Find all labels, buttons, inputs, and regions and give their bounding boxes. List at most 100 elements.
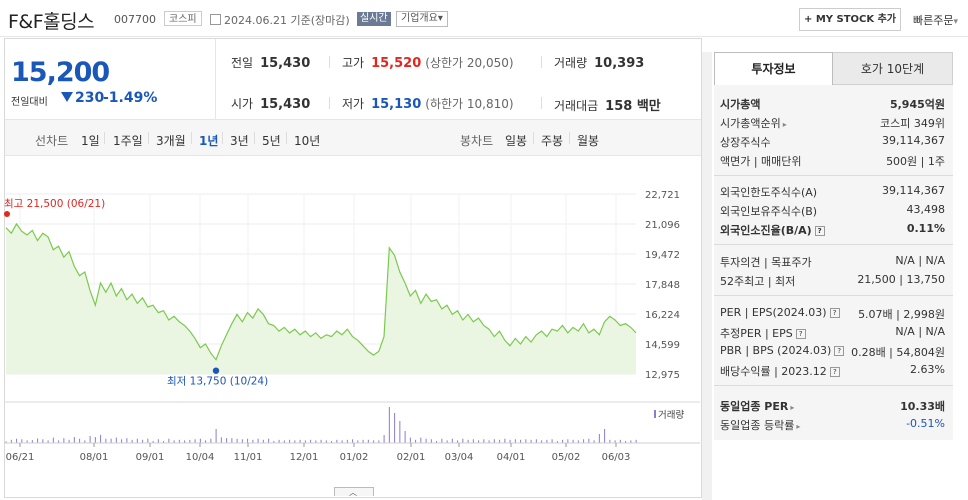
volume-bar — [399, 421, 401, 443]
help-icon[interactable]: ? — [814, 226, 825, 236]
company-info-dropdown[interactable]: 기업개요▾ — [396, 11, 448, 27]
stat-low: 저가 15,130 (하한가 10,810) — [342, 95, 514, 112]
info-row: 외국인소진율(B/A)? 0.11% — [714, 222, 953, 240]
volume-bar — [21, 439, 23, 443]
x-tick-label: 11/01 — [234, 452, 263, 463]
volume-bar — [619, 439, 621, 443]
divider — [191, 132, 192, 144]
volume-bar — [325, 440, 327, 443]
stat-high: 고가 15,520 (상한가 20,050) — [342, 54, 514, 71]
volume-bar — [614, 440, 616, 443]
prev-compare-label: 전일대비 — [11, 97, 48, 108]
chevron-down-icon: ▾ — [953, 17, 959, 27]
volume-bar — [635, 439, 637, 443]
volume-bar — [467, 439, 469, 443]
volume-bar — [609, 439, 611, 443]
volume-bar — [451, 438, 453, 443]
volume-bar — [189, 439, 191, 443]
stat-value: 15,430 — [260, 97, 311, 112]
volume-bar — [257, 438, 259, 443]
volume-bar — [226, 438, 228, 443]
tab-5y[interactable]: 5년 — [262, 134, 281, 148]
min-label: 최저 13,750 (10/24) — [167, 376, 268, 388]
volume-bar — [436, 440, 438, 443]
info-key: 투자의견 | 목표주가 — [720, 256, 812, 269]
info-key: 액면가 | 매매단위 — [720, 155, 802, 168]
volume-bar — [420, 437, 422, 443]
tab-1y[interactable]: 1년 — [199, 134, 219, 148]
realtime-badge[interactable]: 실시간 — [357, 12, 391, 26]
info-key: PBR | BPS (2024.03)? — [720, 344, 845, 357]
candle-chart-label: 봉차트 — [460, 134, 494, 148]
tab-3m[interactable]: 3개월 — [156, 134, 186, 148]
volume-bar — [352, 439, 354, 443]
help-icon[interactable]: ? — [834, 346, 845, 356]
help-icon[interactable]: ? — [829, 367, 840, 377]
volume-bar — [262, 439, 264, 443]
tab-daily-candle[interactable]: 일봉 — [505, 134, 528, 148]
info-key-text: 외국인소진율(B/A) — [720, 224, 812, 237]
divider — [714, 175, 953, 176]
volume-bar — [236, 438, 238, 443]
tab-monthly-candle[interactable]: 월봉 — [577, 134, 600, 148]
volume-bar — [593, 440, 595, 443]
add-my-stock-button[interactable]: + MY STOCK 추가 — [799, 8, 901, 31]
info-value: 2.63% — [910, 363, 945, 376]
date-value: 2024.06.21 — [224, 14, 287, 27]
tab-investment-info[interactable]: 투자정보 — [714, 52, 833, 85]
stat-label: 저가 — [342, 97, 365, 111]
volume-bar — [304, 440, 306, 443]
tab-order-book[interactable]: 호가 10단계 — [833, 52, 953, 85]
stat-open: 시가 15,430 — [231, 95, 310, 112]
volume-bar — [273, 440, 275, 443]
volume-bar — [152, 440, 154, 443]
help-icon[interactable]: ? — [795, 329, 806, 339]
tab-3y[interactable]: 3년 — [230, 134, 249, 148]
info-value: 5.07배 | 2,998원 — [858, 308, 945, 321]
volume-bar — [362, 439, 364, 443]
info-row[interactable]: 시가총액순위 ▸ 코스피 349위 — [714, 115, 953, 133]
y-tick-label: 17,848 — [645, 280, 680, 291]
volume-bar — [68, 439, 70, 443]
volume-bar — [367, 439, 369, 443]
info-row: 추정PER | EPS? N/A | N/A — [714, 325, 953, 343]
tab-10y[interactable]: 10년 — [294, 134, 321, 148]
volume-bar — [336, 439, 338, 443]
volume-legend-swatch — [654, 410, 656, 418]
price-chart[interactable]: 22,721 21,096 19,472 17,848 16,224 14,599 12,9… — [4, 180, 700, 480]
volume-bar — [299, 439, 301, 443]
info-value: 10.33배 — [900, 400, 945, 413]
x-tick-label: 09/01 — [136, 452, 165, 463]
tab-1w[interactable]: 1주일 — [113, 134, 143, 148]
stock-name: F&F홀딩스 — [8, 11, 95, 33]
x-tick-label: 12/01 — [290, 452, 319, 463]
volume-bar — [100, 434, 102, 443]
calendar-icon — [210, 14, 221, 25]
volume-bar — [462, 438, 464, 443]
y-tick-label: 16,224 — [645, 310, 680, 321]
volume-bar — [210, 438, 212, 443]
tab-weekly-candle[interactable]: 주봉 — [541, 134, 564, 148]
quick-order-button[interactable]: 빠른주문▾ — [913, 12, 958, 28]
stat-label: 고가 — [342, 56, 365, 70]
date-label: 2024.06.21 기준(장마감) — [210, 12, 350, 28]
volume-bar — [341, 440, 343, 443]
chart-resize-handle[interactable]: ︿ — [334, 487, 374, 497]
info-row: 외국인보유주식수(B) 43,498 — [714, 203, 953, 221]
info-key-text: PER | EPS(2024.03) — [720, 306, 827, 319]
info-key: PER | EPS(2024.03)? — [720, 306, 840, 319]
volume-bar — [63, 438, 65, 443]
stat-label: 전일 — [231, 56, 254, 70]
volume-bar — [472, 439, 474, 443]
info-row[interactable]: 동일업종 등락률 ▸ -0.51% — [714, 417, 953, 435]
x-tick-label: 05/02 — [552, 452, 581, 463]
help-icon[interactable]: ? — [829, 308, 840, 318]
volume-bar — [604, 429, 606, 443]
volume-bar — [73, 437, 75, 443]
tab-1d[interactable]: 1일 — [81, 134, 100, 148]
y-tick-label: 19,472 — [645, 250, 680, 261]
volume-bar — [126, 438, 128, 443]
divider — [329, 97, 330, 109]
info-row[interactable]: 동일업종 PER ▸ 10.33배 — [714, 398, 953, 416]
arrow-right-icon: ▸ — [796, 422, 801, 431]
